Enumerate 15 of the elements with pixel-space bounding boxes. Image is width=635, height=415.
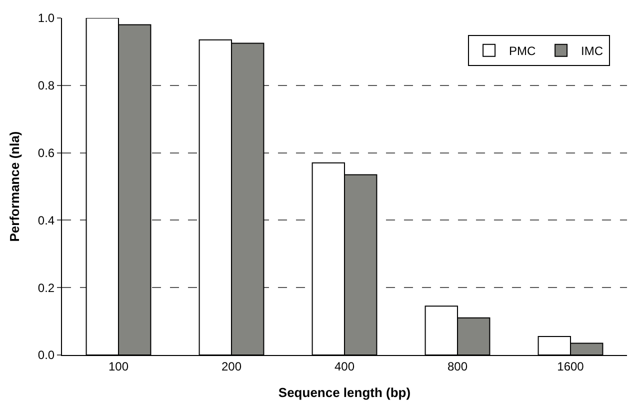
y-tick-label: 0.8 <box>38 78 55 93</box>
y-axis-title: Performance (nla) <box>6 131 22 242</box>
y-tick-label: 0.2 <box>38 280 55 295</box>
x-tick-label: 1600 <box>557 359 584 374</box>
y-tick-label: 0.4 <box>38 213 55 228</box>
x-tick-label: 100 <box>108 359 129 374</box>
legend-label: IMC <box>581 44 604 58</box>
x-tick-label: 800 <box>447 359 468 374</box>
x-tick-label: 400 <box>334 359 355 374</box>
y-tick-label: 1.0 <box>38 11 55 26</box>
y-tick-label: 0.0 <box>38 348 55 362</box>
legend-label: PMC <box>509 44 536 58</box>
x-tick-label: 200 <box>221 359 242 374</box>
x-axis-title: Sequence length (bp) <box>278 385 411 400</box>
y-tick-label: 0.6 <box>38 146 55 160</box>
